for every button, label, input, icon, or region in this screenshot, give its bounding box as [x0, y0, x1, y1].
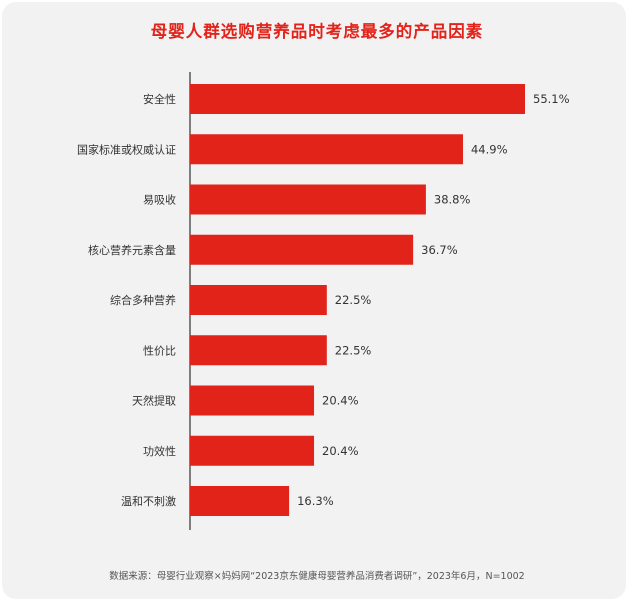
chart-title: 母婴人群选购营养品时考虑最多的产品因素 — [150, 22, 484, 41]
value-label: 20.4% — [322, 444, 359, 458]
bar — [190, 184, 426, 215]
bar — [190, 435, 315, 466]
bar — [190, 84, 525, 114]
value-label: 16.3% — [297, 494, 334, 508]
bar — [190, 486, 290, 516]
category-label: 性价比 — [143, 343, 176, 357]
value-label: 22.5% — [335, 293, 372, 307]
value-label: 38.8% — [434, 193, 471, 207]
category-label: 核心营养元素含量 — [88, 243, 176, 257]
category-label: 国家标准或权威认证 — [77, 142, 176, 156]
bar — [190, 335, 327, 366]
bar — [190, 134, 463, 165]
category-label: 功效性 — [143, 444, 176, 458]
category-label: 易吸收 — [143, 193, 176, 207]
category-label: 安全性 — [143, 92, 176, 106]
category-label: 综合多种营养 — [110, 293, 176, 307]
category-label: 天然提取 — [132, 394, 176, 408]
value-label: 55.1% — [533, 92, 570, 106]
category-label: 温和不刺激 — [121, 494, 176, 508]
bar — [190, 234, 414, 265]
bar — [190, 285, 327, 315]
value-label: 36.7% — [421, 243, 458, 257]
bar — [190, 385, 315, 416]
value-label: 22.5% — [335, 343, 372, 357]
value-label: 20.4% — [322, 394, 359, 408]
value-label: 44.9% — [471, 142, 508, 156]
source-note: 数据来源：母婴行业观察×妈妈网“2023京东健康母婴营养品消费者调研”，2023… — [109, 571, 525, 582]
